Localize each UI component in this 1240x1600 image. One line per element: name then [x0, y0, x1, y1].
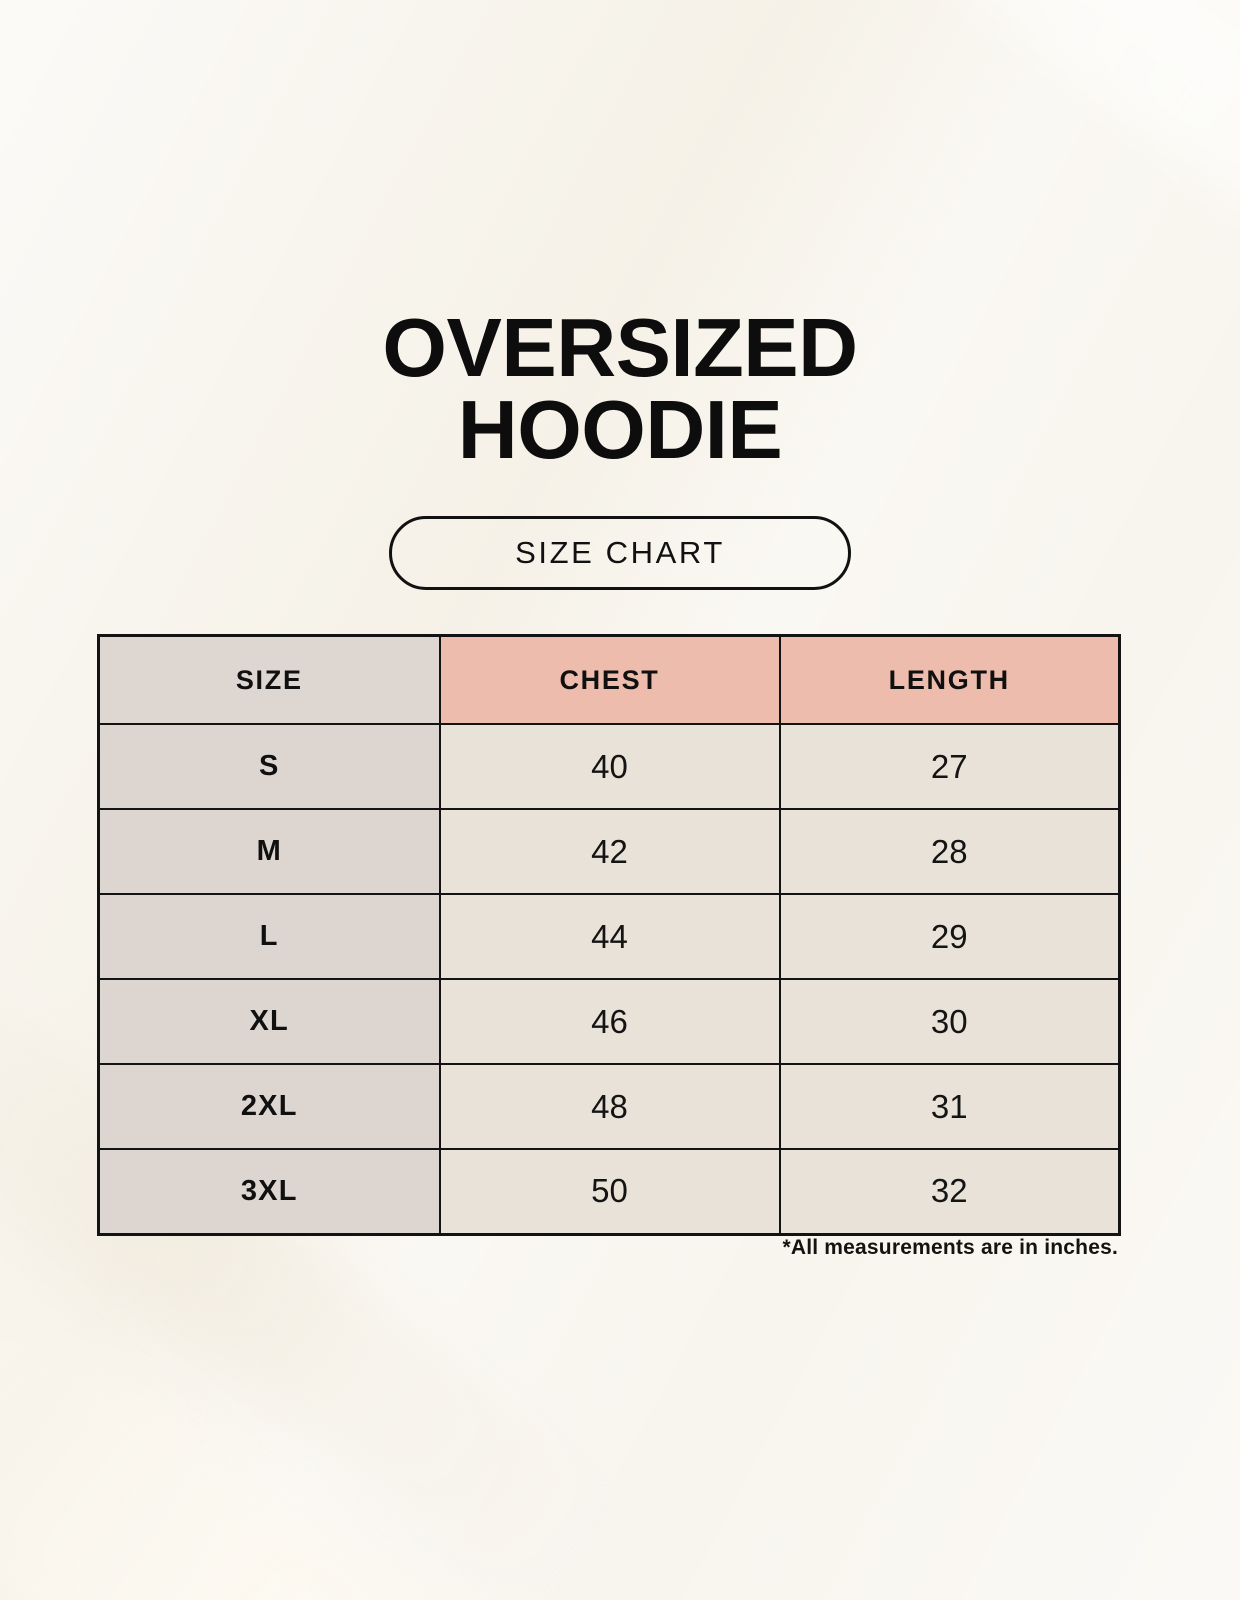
cell-size: 3XL [97, 1148, 441, 1235]
cell-chest: 44 [438, 893, 781, 980]
column-header-chest: CHEST [438, 634, 781, 725]
page-title: OVERSIZED HOODIE [0, 301, 1240, 477]
cell-length: 27 [778, 723, 1121, 810]
table-row: XL 46 30 [97, 978, 1121, 1065]
cell-size: XL [97, 978, 441, 1065]
size-chart-badge: SIZE CHART [389, 516, 851, 590]
cell-chest: 42 [438, 808, 781, 895]
table-header-row: SIZE CHEST LENGTH [97, 634, 1121, 725]
cell-chest: 46 [438, 978, 781, 1065]
size-table-container: SIZE CHEST LENGTH S 40 27 M 42 28 [97, 634, 1121, 1236]
cell-length: 29 [778, 893, 1121, 980]
cell-length: 32 [778, 1148, 1121, 1235]
cell-size: L [97, 893, 441, 980]
table-row: M 42 28 [97, 808, 1121, 895]
table-row: S 40 27 [97, 723, 1121, 810]
column-header-size: SIZE [97, 634, 441, 725]
cell-length: 30 [778, 978, 1121, 1065]
size-table-body: S 40 27 M 42 28 L 44 29 XL [97, 723, 1121, 1235]
table-row: L 44 29 [97, 893, 1121, 980]
cell-size: S [97, 723, 441, 810]
column-header-length: LENGTH [778, 634, 1121, 725]
cell-size: 2XL [97, 1063, 441, 1150]
title-line-item: HOODIE [457, 383, 783, 477]
size-chart-badge-wrapper: SIZE CHART [0, 516, 1240, 590]
table-row: 2XL 48 31 [97, 1063, 1121, 1150]
cell-chest: 50 [438, 1148, 781, 1235]
table-row: 3XL 50 32 [97, 1148, 1121, 1235]
cell-chest: 48 [438, 1063, 781, 1150]
cell-length: 28 [778, 808, 1121, 895]
cell-length: 31 [778, 1063, 1121, 1150]
measurement-units-note: *All measurements are in inches. [782, 1236, 1118, 1259]
size-table-head: SIZE CHEST LENGTH [97, 634, 1121, 725]
size-table: SIZE CHEST LENGTH S 40 27 M 42 28 [97, 634, 1121, 1236]
title-line-product: OVERSIZED [382, 301, 858, 394]
cell-chest: 40 [438, 723, 781, 810]
cell-size: M [97, 808, 441, 895]
